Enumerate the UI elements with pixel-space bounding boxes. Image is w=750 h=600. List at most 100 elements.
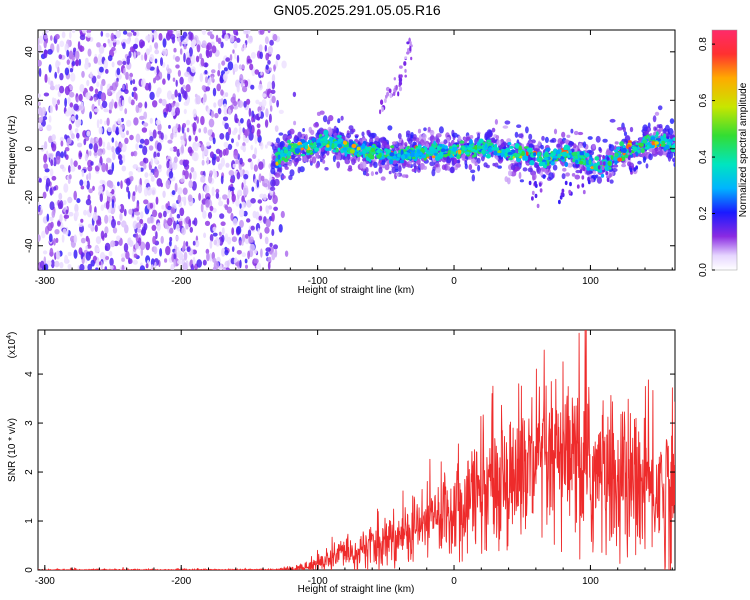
- noise-blob: [150, 32, 153, 41]
- signal-halo: [395, 173, 400, 177]
- signal-core: [331, 142, 335, 148]
- noise-blob: [181, 227, 186, 236]
- signal-core: [389, 152, 395, 157]
- signal-halo: [419, 139, 425, 147]
- noise-blob: [139, 265, 146, 270]
- bottom-ytick-label: 0: [24, 567, 35, 573]
- noise-blob: [203, 93, 207, 103]
- noise-blob: [281, 60, 287, 69]
- noise-blob: [195, 55, 200, 63]
- noise-blob: [261, 93, 267, 98]
- signal-halo: [468, 164, 473, 171]
- signal-halo: [489, 137, 495, 144]
- noise-blob: [183, 44, 187, 50]
- signal-halo: [561, 131, 566, 138]
- noise-blob: [81, 30, 87, 34]
- signal-core: [347, 147, 353, 151]
- signal-core: [550, 161, 555, 166]
- noise-blob: [81, 169, 85, 177]
- signal-core: [447, 149, 451, 155]
- noise-blob: [67, 178, 71, 184]
- noise-blob: [137, 237, 142, 247]
- noise-blob: [153, 168, 159, 178]
- signal-core: [326, 144, 330, 148]
- noise-blob: [234, 52, 237, 60]
- noise-blob: [48, 115, 52, 123]
- noise-blob: [45, 177, 51, 187]
- noise-blob: [98, 137, 103, 147]
- signal-core: [664, 144, 670, 150]
- yaxis-multiplier: (x104): [6, 332, 18, 359]
- noise-blob: [249, 63, 254, 71]
- noise-blob: [96, 74, 101, 79]
- noise-blob: [267, 45, 273, 55]
- signal-halo: [658, 124, 663, 129]
- signal-core: [607, 160, 612, 166]
- noise-blob: [121, 165, 127, 172]
- noise-blob: [169, 240, 172, 247]
- noise-blob: [167, 217, 173, 227]
- noise-blob: [123, 208, 127, 217]
- signal-core: [337, 143, 343, 148]
- noise-blob: [183, 159, 190, 165]
- noise-blob: [68, 123, 72, 131]
- signal-core: [516, 153, 520, 158]
- noise-blob: [79, 152, 83, 158]
- signal-streak: [633, 153, 636, 158]
- signal-halo: [387, 125, 393, 131]
- signal-halo: [312, 156, 317, 164]
- noise-blob: [167, 72, 171, 81]
- signal-halo: [429, 161, 435, 167]
- noise-blob: [63, 214, 70, 219]
- noise-blob: [61, 31, 66, 39]
- signal-halo: [438, 126, 444, 134]
- signal-halo: [561, 173, 566, 180]
- signal-halo: [504, 176, 509, 183]
- noise-blob: [190, 41, 196, 49]
- noise-blob: [38, 178, 42, 183]
- noise-blob: [267, 30, 271, 34]
- noise-blob: [256, 179, 260, 188]
- signal-halo: [664, 124, 670, 132]
- noise-blob: [240, 201, 247, 209]
- noise-blob: [134, 184, 138, 193]
- noise-blob: [127, 190, 131, 200]
- signal-halo: [573, 143, 577, 149]
- noise-blob: [169, 147, 174, 152]
- signal-core: [365, 146, 372, 151]
- signal-halo: [673, 162, 675, 168]
- noise-blob: [210, 110, 215, 118]
- noise-blob: [127, 237, 131, 246]
- noise-blob: [292, 91, 297, 98]
- signal-halo: [586, 169, 591, 175]
- signal-halo: [562, 167, 567, 172]
- noise-blob: [49, 105, 54, 114]
- noise-blob: [100, 204, 105, 211]
- noise-blob: [153, 30, 158, 40]
- chart-title: GN05.2025.291.05.05.R16: [273, 2, 441, 18]
- noise-blob: [213, 102, 217, 108]
- signal-core: [563, 146, 568, 151]
- signal-halo: [457, 135, 462, 142]
- signal-core: [358, 152, 364, 156]
- signal-core: [572, 151, 578, 155]
- noise-blob: [51, 97, 55, 105]
- signal-halo: [337, 152, 341, 160]
- noise-blob: [223, 67, 228, 72]
- signal-core: [299, 144, 303, 148]
- noise-blob: [73, 235, 78, 244]
- signal-halo: [590, 178, 594, 183]
- noise-blob: [115, 140, 118, 148]
- noise-blob: [105, 68, 109, 74]
- noise-blob: [54, 229, 60, 235]
- signal-halo: [622, 126, 627, 133]
- signal-halo: [380, 176, 386, 181]
- noise-blob: [160, 235, 164, 244]
- noise-blob: [202, 210, 207, 219]
- noise-blob: [238, 240, 242, 246]
- noise-blob: [154, 58, 158, 64]
- signal-halo: [541, 135, 545, 141]
- noise-blob: [189, 172, 192, 180]
- signal-core: [417, 145, 422, 150]
- noise-blob: [160, 182, 163, 188]
